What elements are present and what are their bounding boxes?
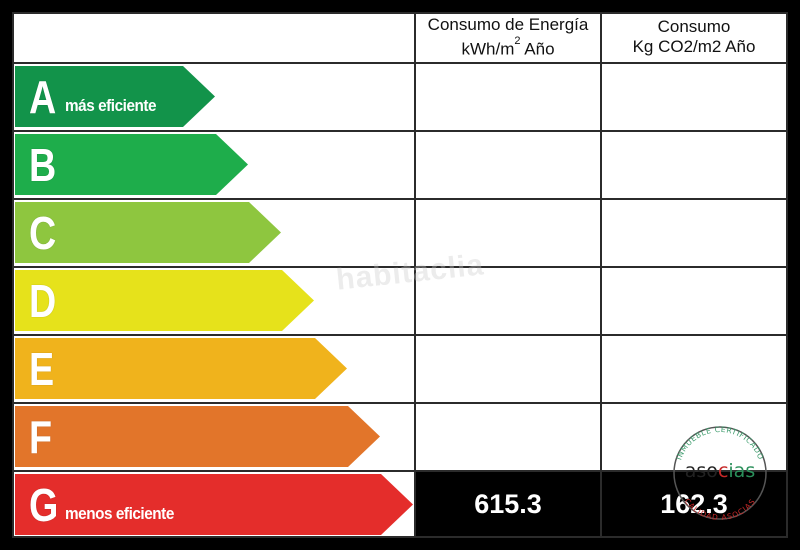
rating-letter: F [29,410,53,463]
grid-line [12,12,14,538]
rating-arrow-d: D [15,270,314,331]
grid-line [12,536,788,538]
rating-arrow-c: C [15,202,281,263]
grid-line [12,198,788,200]
grid-line [414,12,416,538]
grid-line [12,402,788,404]
rating-sublabel: menos eficiente [65,503,174,523]
certification-stamp-icon: INMUEBLE CERTIFICADO asocias CALIDAD ASO… [673,425,767,522]
rating-letter: C [29,206,57,259]
rating-arrow-e: E [15,338,347,399]
grid-line [12,130,788,132]
rating-letter: D [29,274,57,327]
grid-line [12,334,788,336]
energy-rating-table: Consumo de Energía kWh/m2 Año Consumo Kg… [12,12,788,538]
svg-text:asocias: asocias [685,460,755,482]
grid-line [600,12,602,538]
grid-line [12,470,788,472]
energy-consumption-header: Consumo de Energía kWh/m2 Año [416,12,600,62]
svg-text:CALIDAD ASOCIAS: CALIDAD ASOCIAS [683,497,758,522]
rating-letter: B [29,138,57,191]
rating-letter: G [29,478,59,531]
co2-header-line2: Kg CO2/m2 Año [632,37,756,56]
co2-header-line1: Consumo [657,17,731,36]
co2-consumption-header: Consumo Kg CO2/m2 Año [602,12,786,62]
energy-value: 615.3 [474,488,542,519]
svg-text:INMUEBLE CERTIFICADO: INMUEBLE CERTIFICADO [674,425,765,461]
co2-value: 162.3 [660,488,728,519]
energy-header-line1: Consumo de Energía [427,14,589,34]
rating-letter: A [29,70,57,123]
grid-line [12,266,788,268]
rating-arrow-f: F [15,406,380,467]
rating-arrow-b: B [15,134,248,195]
energy-header-line2: kWh/m2 Año [461,34,555,59]
grid-line [12,62,788,64]
rating-letter: E [29,342,55,395]
rating-sublabel: más eficiente [65,95,157,115]
grid-line [12,12,788,14]
grid-line [786,12,788,538]
energy-value-cell: 615.3 [416,472,600,536]
co2-value-cell: 162.3 [602,472,786,536]
